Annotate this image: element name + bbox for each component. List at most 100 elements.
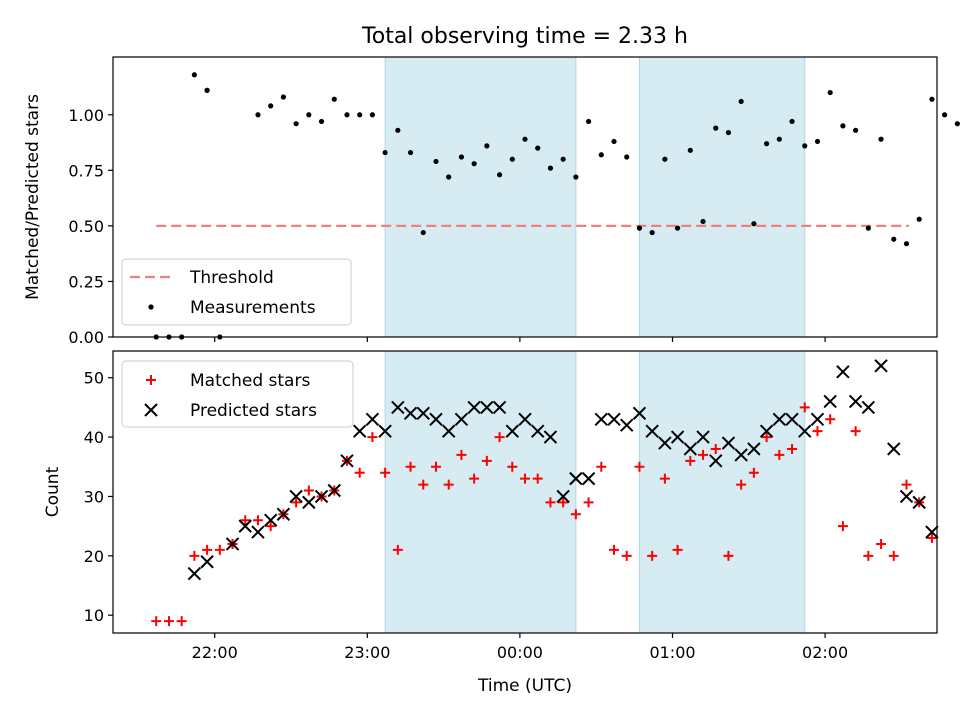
predicted-marker: [416, 406, 430, 421]
matched-marker: [748, 467, 759, 478]
ratio-panel: 0.00 0.25 0.50 0.75 1.00 Matched/Predicted st…: [23, 56, 960, 347]
predicted-marker: [607, 412, 621, 426]
predicted-marker: [810, 412, 825, 426]
data-point: [268, 103, 274, 109]
predicted-marker: [480, 400, 494, 415]
predicted-marker: [340, 454, 354, 468]
matched-marker: [863, 550, 874, 561]
data-point: [471, 161, 477, 167]
matched-marker: [481, 455, 492, 466]
matched-marker: [520, 473, 530, 484]
matched-marker: [252, 515, 263, 526]
predicted-marker: [861, 400, 876, 415]
predicted-marker: [225, 537, 240, 551]
data-point: [916, 216, 922, 222]
predicted-marker: [581, 471, 596, 486]
predicted-marker: [187, 566, 202, 581]
predicted-marker: [492, 400, 507, 415]
data-point: [814, 138, 821, 145]
matched-marker: [634, 461, 645, 472]
x-axis-label: Time (UTC): [477, 676, 572, 696]
legend-predicted-swatch: [144, 403, 158, 417]
matched-marker: [443, 479, 454, 490]
predicted-marker: [467, 400, 481, 415]
legend-label: Measurements: [190, 298, 316, 318]
predicted-marker: [352, 424, 367, 438]
data-point: [725, 129, 732, 136]
data-point: [522, 136, 528, 142]
matched-marker: [240, 515, 251, 526]
y-tick-label: 0.75: [68, 161, 104, 180]
matched-marker: [392, 544, 403, 555]
matched-marker: [380, 467, 391, 478]
predicted-marker: [518, 412, 532, 426]
legend-label: Matched stars: [190, 371, 310, 391]
matched-marker: [176, 616, 187, 627]
predicted-marker: [594, 412, 609, 426]
data-point: [458, 154, 465, 160]
matched-marker: [825, 414, 836, 425]
predicted-marker: [696, 430, 710, 444]
shaded-interval: [384, 56, 577, 338]
matched-marker: [710, 443, 721, 454]
matched-marker: [609, 544, 620, 555]
matched-marker: [787, 443, 798, 454]
x-tick-label: 23:00: [344, 643, 390, 662]
data-point: [636, 225, 643, 231]
predicted-marker: [505, 424, 519, 438]
predicted-marker: [874, 359, 888, 373]
y-tick-label: 1.00: [68, 106, 104, 125]
legend-measurements-swatch: [148, 304, 154, 310]
predicted-marker: [747, 442, 761, 456]
y-tick-label: 50: [84, 369, 104, 388]
predicted-marker: [645, 424, 659, 438]
matched-marker: [736, 479, 747, 490]
y-tick-label: 0.00: [68, 328, 104, 347]
data-point: [496, 172, 503, 178]
data-point: [865, 225, 871, 231]
predicted-marker: [314, 489, 329, 504]
matched-marker: [672, 544, 683, 555]
matched-marker: [354, 467, 365, 478]
data-point: [280, 94, 286, 100]
matched-marker: [659, 473, 670, 484]
matched-marker: [418, 479, 429, 490]
predicted-marker: [263, 513, 278, 527]
data-point: [751, 221, 757, 227]
legend-matched-swatch: [146, 375, 156, 385]
data-point: [878, 136, 884, 142]
data-point: [204, 87, 210, 93]
matched-marker: [494, 432, 505, 443]
predicted-marker: [441, 424, 456, 438]
data-point: [407, 149, 414, 156]
matched-marker: [876, 538, 887, 549]
data-point: [789, 118, 795, 125]
matched-marker: [456, 449, 467, 460]
matched-marker: [265, 521, 276, 532]
predicted-marker: [734, 448, 748, 462]
matched-marker: [430, 461, 441, 472]
predicted-marker: [327, 483, 341, 498]
data-point: [802, 143, 808, 149]
predicted-marker: [543, 430, 558, 444]
matched-marker: [850, 426, 861, 437]
matched-marker: [163, 616, 174, 627]
data-point: [891, 236, 897, 242]
x-tick-label: 01:00: [649, 643, 695, 662]
y-tick-label: 10: [84, 606, 104, 625]
data-point: [585, 118, 592, 125]
matched-marker: [214, 544, 225, 555]
predicted-marker: [289, 489, 303, 504]
predicted-marker: [658, 436, 672, 450]
predicted-marker: [683, 442, 698, 456]
data-point: [649, 229, 655, 236]
data-point: [840, 123, 846, 129]
predicted-marker: [569, 471, 583, 486]
data-point: [598, 152, 604, 158]
data-point: [764, 141, 770, 147]
matched-marker: [698, 449, 709, 460]
data-point: [776, 136, 782, 142]
matched-marker: [558, 497, 569, 508]
count-panel: 10 20 30 40 50 22:00 23:00 00:00 01:00 02:00 Count…: [43, 350, 939, 696]
matched-marker: [621, 550, 632, 561]
